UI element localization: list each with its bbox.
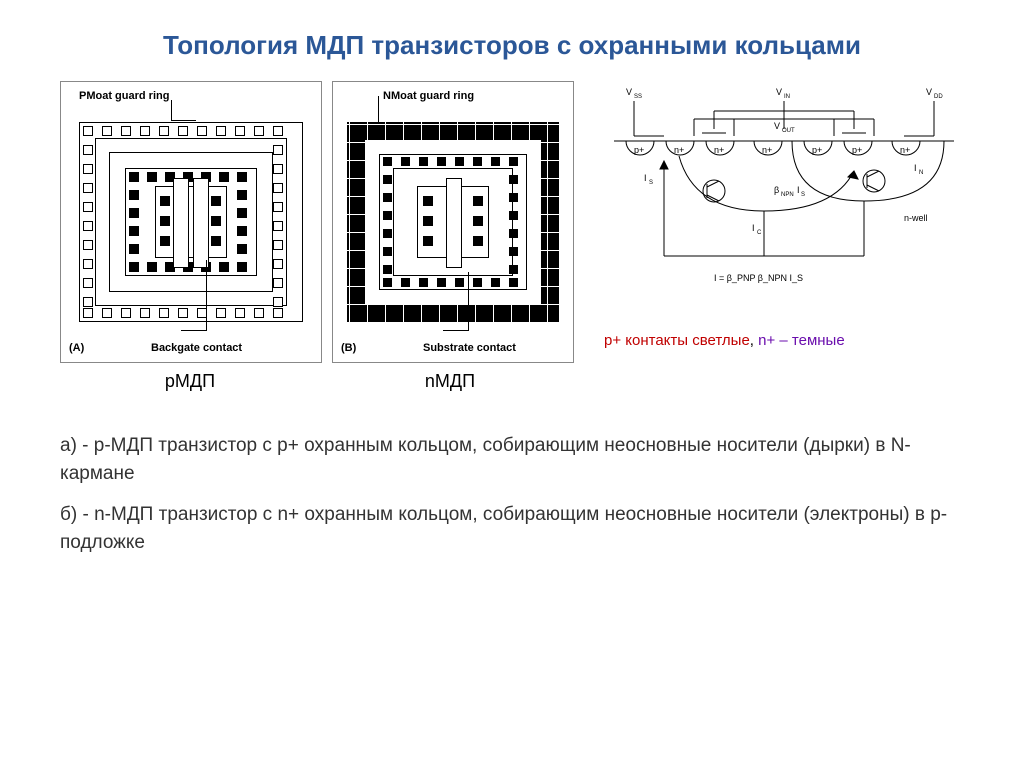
svg-text:N: N xyxy=(919,170,923,176)
svg-text:β: β xyxy=(774,185,779,195)
svg-text:p+: p+ xyxy=(634,145,644,155)
svg-text:p+: p+ xyxy=(812,145,822,155)
svg-text:n+: n+ xyxy=(674,145,684,155)
page-title: Топология МДП транзисторов с охранными к… xyxy=(0,0,1024,81)
svg-text:V: V xyxy=(776,87,782,97)
cross-section-svg: VSS VIN VDD VOUT p+ n+ n+ n+ p+ p+ n+ IS… xyxy=(604,81,964,321)
svg-text:I: I xyxy=(644,173,647,183)
fig-a-bottom-label: Backgate contact xyxy=(151,342,242,354)
fig-a-top-label: PMoat guard ring xyxy=(79,90,169,102)
desc-b: б) - n-МДП транзистор с n+ охранным коль… xyxy=(60,501,964,556)
svg-text:I: I xyxy=(752,223,755,233)
svg-text:NPN: NPN xyxy=(781,192,794,198)
svg-text:C: C xyxy=(757,230,762,236)
svg-text:V: V xyxy=(774,121,780,131)
sub-labels: pМДП nМДП xyxy=(0,371,1024,392)
fig-b-top-label: NMoat guard ring xyxy=(383,90,474,102)
svg-text:S: S xyxy=(801,192,805,198)
legend-p: p+ контакты светлые xyxy=(604,332,750,349)
svg-text:I: I xyxy=(914,163,917,173)
sub-b: nМДП xyxy=(330,371,570,392)
cross-section: VSS VIN VDD VOUT p+ n+ n+ n+ p+ p+ n+ IS… xyxy=(604,81,964,349)
figures-row: PMoat guard ring (A) Backgate contact xyxy=(0,81,1024,363)
fig-a-tag: (A) xyxy=(69,342,84,354)
fig-b-bottom-label: Substrate contact xyxy=(423,342,516,354)
svg-text:I: I xyxy=(797,185,800,195)
description-text: а) - p-МДП транзистор с p+ охранным коль… xyxy=(0,392,1024,556)
svg-text:n+: n+ xyxy=(900,145,910,155)
svg-text:n+: n+ xyxy=(762,145,772,155)
svg-text:IN: IN xyxy=(784,94,790,100)
legend-n: n+ – темные xyxy=(758,332,845,349)
svg-text:n-well: n-well xyxy=(904,213,928,223)
svg-text:V: V xyxy=(626,87,632,97)
svg-text:OUT: OUT xyxy=(782,128,795,134)
svg-text:V: V xyxy=(926,87,932,97)
svg-text:n+: n+ xyxy=(714,145,724,155)
cross-eq: I = β_PNP β_NPN I_S xyxy=(714,273,803,283)
svg-text:SS: SS xyxy=(634,94,642,100)
fig-b-tag: (B) xyxy=(341,342,356,354)
svg-text:S: S xyxy=(649,180,653,186)
figure-a: PMoat guard ring (A) Backgate contact xyxy=(60,81,322,363)
svg-text:p+: p+ xyxy=(852,145,862,155)
sub-a: pМДП xyxy=(60,371,320,392)
desc-a: а) - p-МДП транзистор с p+ охранным коль… xyxy=(60,432,964,487)
svg-text:DD: DD xyxy=(934,94,943,100)
figure-b: NMoat guard ring (B) Substrate contact xyxy=(332,81,574,363)
contact-legend: p+ контакты светлые, n+ – темные xyxy=(604,332,964,349)
